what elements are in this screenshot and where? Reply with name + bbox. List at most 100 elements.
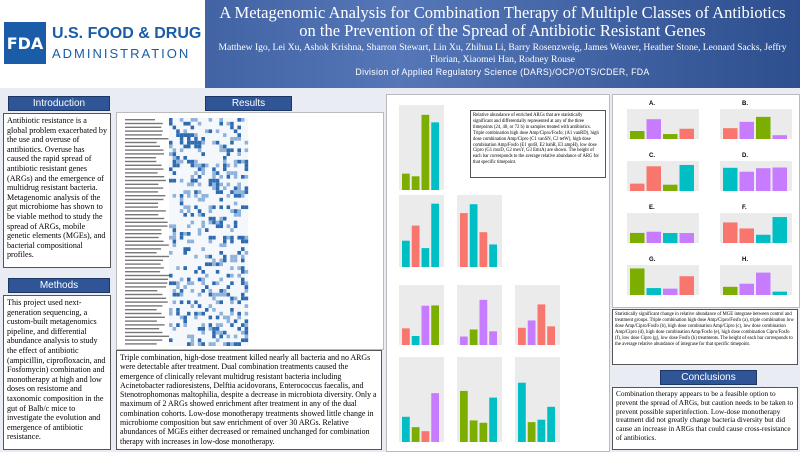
heat-cell bbox=[172, 220, 177, 225]
mge-caption: Statistically significant change in rela… bbox=[612, 309, 798, 365]
heat-cell bbox=[179, 300, 184, 305]
heat-cell bbox=[201, 167, 205, 172]
heat-cell bbox=[212, 243, 216, 248]
heat-cell bbox=[187, 292, 191, 297]
heat-cell bbox=[194, 266, 198, 270]
heat-cell bbox=[172, 258, 177, 263]
heat-cell bbox=[223, 334, 227, 339]
heat-cell bbox=[172, 330, 177, 335]
heat-cell bbox=[183, 209, 187, 213]
heat-cell bbox=[212, 308, 216, 312]
heat-cell bbox=[205, 342, 209, 346]
bar bbox=[679, 276, 694, 295]
heat-cell bbox=[172, 209, 177, 213]
heat-cell bbox=[194, 182, 198, 187]
heat-cell bbox=[223, 152, 227, 156]
heat-cell bbox=[197, 258, 202, 263]
row-label bbox=[125, 149, 164, 151]
heat-cell bbox=[205, 182, 209, 187]
heat-cell bbox=[244, 262, 249, 267]
heat-cell bbox=[215, 330, 220, 335]
heat-cell bbox=[183, 327, 187, 331]
heat-cell bbox=[187, 133, 191, 137]
heat-cell bbox=[223, 186, 227, 191]
heat-cell bbox=[201, 342, 205, 346]
heat-cell bbox=[194, 239, 198, 244]
heat-cell bbox=[194, 251, 198, 255]
heat-cell bbox=[172, 152, 177, 156]
heat-cell bbox=[201, 197, 205, 202]
heat-cell bbox=[219, 247, 223, 251]
title: A Metagenomic Analysis for Combination T… bbox=[219, 3, 786, 40]
heat-cell bbox=[223, 285, 227, 289]
heat-cell bbox=[208, 156, 213, 160]
heat-cell bbox=[241, 285, 245, 289]
heat-cell bbox=[169, 251, 173, 255]
heat-cell bbox=[187, 186, 191, 191]
heat-cell bbox=[208, 270, 213, 274]
heat-cell bbox=[233, 201, 238, 206]
heat-cell bbox=[176, 194, 180, 198]
heat-cell bbox=[172, 243, 177, 248]
heat-cell bbox=[241, 281, 245, 286]
heat-cell bbox=[197, 247, 202, 251]
row-label bbox=[125, 202, 159, 204]
row-label bbox=[125, 240, 164, 242]
heat-cell bbox=[223, 228, 227, 232]
heat-cell bbox=[169, 319, 173, 324]
heat-cell bbox=[230, 308, 234, 312]
row-label bbox=[125, 138, 169, 140]
heat-cell bbox=[230, 159, 234, 164]
heat-cell bbox=[176, 342, 180, 346]
heat-cell bbox=[201, 300, 205, 305]
heat-cell bbox=[190, 251, 195, 255]
heat-cell bbox=[190, 289, 195, 293]
heat-cell bbox=[179, 205, 184, 210]
heat-cell bbox=[212, 144, 216, 149]
row-label bbox=[125, 214, 159, 216]
row-label bbox=[125, 134, 162, 136]
heat-cell bbox=[219, 182, 223, 187]
heat-cell bbox=[205, 270, 209, 274]
heat-cell bbox=[169, 334, 173, 339]
heat-cell bbox=[201, 224, 205, 229]
bar bbox=[421, 305, 430, 345]
heat-cell bbox=[208, 300, 213, 305]
heat-cell bbox=[183, 235, 187, 240]
heat-cell bbox=[226, 220, 231, 225]
heat-cell bbox=[197, 311, 202, 316]
heat-cell bbox=[169, 133, 173, 137]
heat-cell bbox=[201, 178, 205, 183]
heat-cell bbox=[187, 178, 191, 183]
heat-cell bbox=[176, 262, 180, 267]
heat-cell bbox=[226, 228, 231, 232]
heat-cell bbox=[205, 167, 209, 172]
heat-cell bbox=[194, 118, 198, 122]
heat-cell bbox=[230, 311, 234, 316]
heat-cell bbox=[230, 270, 234, 274]
heat-cell bbox=[187, 247, 191, 251]
heat-cell bbox=[223, 247, 227, 251]
heat-cell bbox=[208, 315, 213, 320]
heat-cell bbox=[244, 197, 249, 202]
heat-cell bbox=[223, 220, 227, 225]
heat-cell bbox=[176, 323, 180, 327]
heat-cell bbox=[208, 254, 213, 259]
heat-cell bbox=[223, 235, 227, 240]
heat-cell bbox=[212, 277, 216, 282]
heat-cell bbox=[201, 251, 205, 255]
heat-cell bbox=[230, 239, 234, 244]
heat-cell bbox=[187, 239, 191, 244]
heat-cell bbox=[169, 323, 173, 327]
heat-cell bbox=[241, 137, 245, 141]
bar bbox=[630, 131, 645, 139]
heat-cell bbox=[244, 178, 249, 183]
bar bbox=[411, 335, 420, 345]
heat-cell bbox=[187, 194, 191, 198]
heat-cell bbox=[169, 171, 173, 175]
heat-cell bbox=[244, 137, 249, 141]
heat-cell bbox=[237, 292, 241, 297]
heat-cell bbox=[215, 342, 220, 346]
heat-cell bbox=[176, 247, 180, 251]
